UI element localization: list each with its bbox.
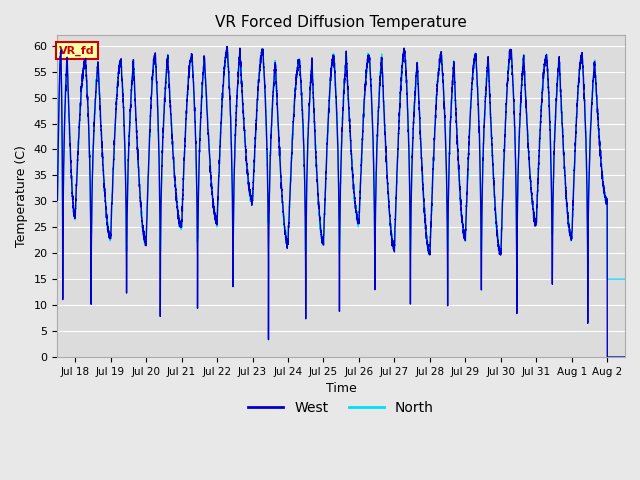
West [271,66,278,72]
North [400,45,408,51]
North [423,234,431,240]
North [621,276,629,282]
West [423,234,431,240]
West [394,146,402,152]
Line: West: West [58,47,625,357]
North [157,248,164,254]
West [477,231,485,237]
West [223,44,230,49]
X-axis label: Time: Time [326,382,356,396]
Text: VR_fd: VR_fd [59,46,95,56]
West [157,248,164,254]
Y-axis label: Temperature (C): Temperature (C) [15,145,28,247]
North [604,276,611,282]
West [604,354,611,360]
North [54,198,61,204]
West [520,66,528,72]
North [394,148,402,154]
North [271,73,278,79]
West [621,354,629,360]
Legend: West, North: West, North [243,396,440,421]
North [477,228,485,233]
Line: North: North [58,48,625,279]
Title: VR Forced Diffusion Temperature: VR Forced Diffusion Temperature [215,15,467,30]
West [54,197,61,203]
North [520,64,528,70]
